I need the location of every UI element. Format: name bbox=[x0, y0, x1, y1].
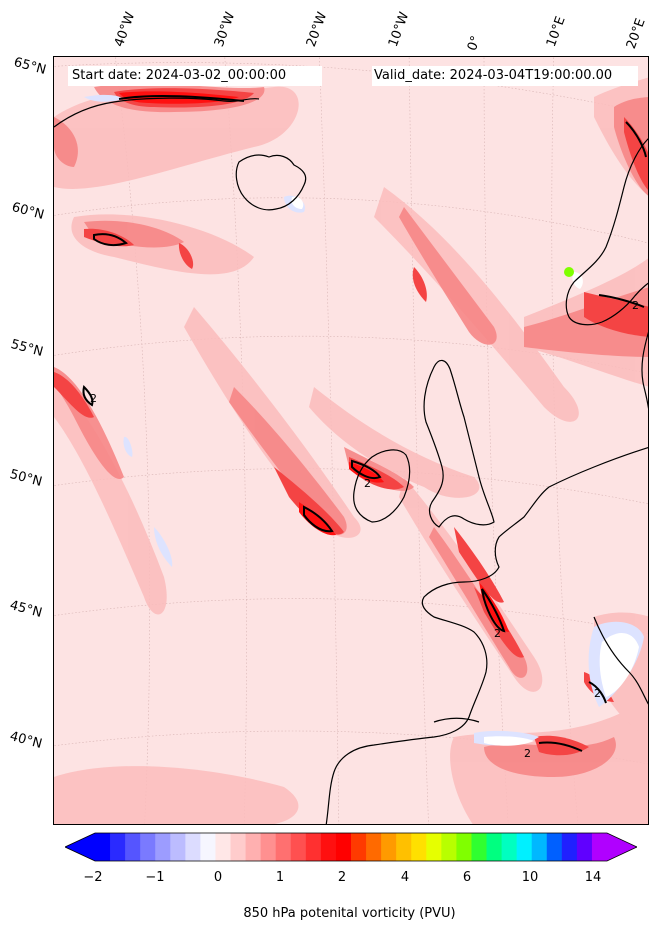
colorbar bbox=[65, 832, 637, 862]
contour-label: 2 bbox=[494, 627, 501, 640]
lon-label-20e: 20°E bbox=[623, 16, 649, 51]
lat-label-55n: 55°N bbox=[9, 337, 45, 360]
colorbar-segment bbox=[110, 833, 126, 861]
iceland-coast bbox=[235, 154, 307, 211]
colorbar-segment bbox=[95, 833, 111, 861]
pv-negative-areas bbox=[84, 94, 644, 746]
lat-label-40n: 40°N bbox=[8, 729, 44, 752]
colorbar-segment bbox=[335, 833, 352, 861]
colorbar-segment bbox=[366, 833, 382, 861]
colorbar-extend-min bbox=[65, 833, 95, 861]
contour-label: 2 bbox=[524, 747, 531, 760]
colorbar-segment bbox=[305, 833, 322, 861]
colorbar-segment bbox=[170, 833, 186, 861]
lon-label-10w: 10°W bbox=[385, 10, 413, 49]
contour-label: 2 bbox=[594, 687, 601, 700]
lon-label-40w: 40°W bbox=[111, 10, 139, 49]
colorbar-segment bbox=[501, 833, 518, 861]
lat-label-60n: 60°N bbox=[10, 200, 46, 223]
colorbar-tick-label: 0 bbox=[213, 870, 223, 885]
colorbar-segment bbox=[411, 833, 427, 861]
colorbar-segment bbox=[471, 833, 488, 861]
colorbar-segment bbox=[441, 833, 457, 861]
colorbar-segment bbox=[426, 833, 442, 861]
lon-label-10e: 10°E bbox=[543, 14, 569, 50]
italy-coast bbox=[593, 616, 648, 705]
colorbar-segment bbox=[140, 833, 156, 861]
colorbar-segment bbox=[245, 833, 262, 861]
europe-coast bbox=[325, 447, 648, 824]
colorbar-tick-label: 14 bbox=[584, 870, 602, 885]
colorbar-tick-label: 10 bbox=[521, 870, 539, 885]
lat-label-45n: 45°N bbox=[8, 598, 44, 621]
baltic-coast bbox=[641, 331, 648, 410]
colorbar-segment bbox=[125, 833, 141, 861]
lat-label-50n: 50°N bbox=[8, 467, 44, 490]
colorbar-segment bbox=[275, 833, 292, 861]
contour-label: 2 bbox=[364, 477, 371, 490]
colorbar-tick-label: 4 bbox=[400, 870, 410, 885]
map-frame: 2 2 2 2 2 2 bbox=[53, 56, 649, 825]
colorbar-segment bbox=[516, 833, 533, 861]
colorbar-tick-label: −1 bbox=[145, 870, 165, 885]
colorbar-segment bbox=[561, 833, 578, 861]
colorbar-segment bbox=[546, 833, 563, 861]
colorbar-tick-label: 6 bbox=[462, 870, 472, 885]
pv2-contours bbox=[82, 94, 647, 752]
contour-label: 2 bbox=[632, 299, 639, 312]
colorbar-outline bbox=[65, 832, 637, 862]
valid-date-label: Valid_date: 2024-03-04T19:00:00.00 bbox=[372, 66, 638, 86]
colorbar-segment bbox=[381, 833, 397, 861]
colorbar-title-row: 850 hPa potenital vorticity (PVU) bbox=[0, 906, 659, 921]
contour-label: 2 bbox=[90, 392, 97, 405]
graticule bbox=[54, 57, 648, 824]
lon-label-20w: 20°W bbox=[303, 10, 331, 49]
lon-label-0: 0° bbox=[464, 33, 485, 53]
colorbar-segment bbox=[486, 833, 503, 861]
colorbar-segment bbox=[351, 833, 367, 861]
colorbar-segment bbox=[155, 833, 171, 861]
lon-label-30w: 30°W bbox=[211, 10, 239, 49]
ireland-coast bbox=[353, 449, 411, 523]
colorbar-tick-label: 1 bbox=[275, 870, 285, 885]
colorbar-segment bbox=[456, 833, 472, 861]
colorbar-segment bbox=[531, 833, 548, 861]
pv-map: 2 2 2 2 2 2 bbox=[54, 57, 648, 824]
colorbar-segment bbox=[396, 833, 412, 861]
lat-label-65n: 65°N bbox=[12, 55, 48, 78]
pv-high-spot bbox=[564, 267, 574, 277]
norway-coast bbox=[565, 138, 648, 326]
colorbar-segment bbox=[320, 833, 337, 861]
britain-coast bbox=[423, 359, 495, 528]
start-date-label: Start date: 2024-03-02_00:00:00 bbox=[68, 66, 322, 86]
colorbar-extend-max bbox=[607, 833, 637, 861]
colorbar-tick-label: 2 bbox=[337, 870, 347, 885]
pv2-contour-labels: 2 2 2 2 2 2 bbox=[90, 299, 639, 760]
colorbar-segment bbox=[591, 833, 608, 861]
colorbar-segment bbox=[215, 833, 232, 861]
colorbar-segment bbox=[260, 833, 277, 861]
colorbar-segment bbox=[185, 833, 201, 861]
iberia-north bbox=[433, 717, 480, 723]
colorbar-segment bbox=[290, 833, 307, 861]
colorbar-segment bbox=[230, 833, 247, 861]
colorbar-title: 850 hPa potenital vorticity (PVU) bbox=[243, 906, 456, 921]
colorbar-segment bbox=[576, 833, 593, 861]
colorbar-tick-label: −2 bbox=[83, 870, 103, 885]
colorbar-segment bbox=[200, 833, 216, 861]
